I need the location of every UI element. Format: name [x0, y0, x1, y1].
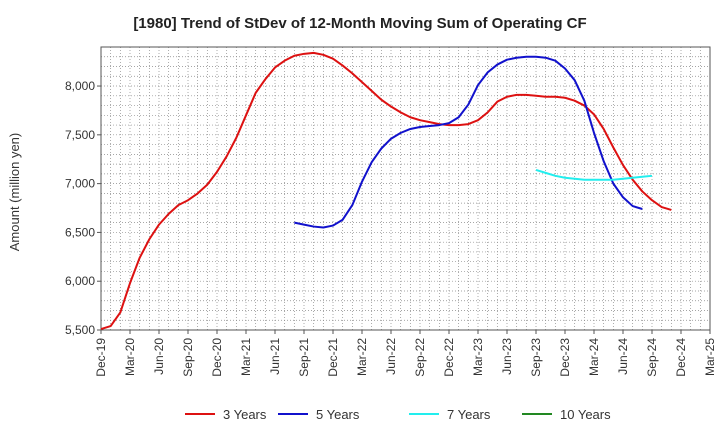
legend-label: 7 Years [447, 407, 491, 422]
legend-label: 3 Years [223, 407, 267, 422]
plot-background [101, 47, 710, 330]
x-tick-label: Dec-20 [210, 338, 224, 377]
y-tick-label: 7,000 [65, 177, 95, 191]
series-line-7-years [535, 169, 653, 181]
legend: 3 Years 5 Years 7 Years 10 Years [185, 407, 611, 422]
x-tick-label: Jun-22 [384, 338, 398, 375]
series-line-5-years [294, 55, 643, 229]
x-tick-label: Mar-22 [355, 338, 369, 376]
x-tick-label: Dec-23 [558, 338, 572, 377]
x-tick-label: Sep-20 [181, 338, 195, 377]
y-tick-label: 5,500 [65, 323, 95, 337]
y-axis-label: Amount (million yen) [7, 133, 22, 252]
x-tick-label: Dec-22 [442, 338, 456, 377]
x-tick-label: Mar-23 [471, 338, 485, 376]
x-tick-label: Mar-20 [123, 338, 137, 376]
plot-area: 5,500 6,000 6,500 7,000 7,500 8,000 Dec-19 Mar-… [65, 46, 717, 377]
x-tick-label: Dec-21 [326, 338, 340, 377]
x-tick-label: Jun-20 [152, 338, 166, 375]
x-tick-label: Sep-23 [529, 338, 543, 377]
y-tick-label: 6,000 [65, 274, 95, 288]
x-tick-label: Jun-21 [268, 338, 282, 375]
x-tick-label: Jun-24 [616, 338, 630, 375]
series-line-3-years [100, 51, 672, 330]
x-tick-label: Sep-22 [413, 338, 427, 377]
x-tick-label: Mar-25 [703, 338, 717, 376]
x-tick-label: Dec-19 [94, 338, 108, 377]
legend-label: 5 Years [316, 407, 360, 422]
y-tick-label: 8,000 [65, 79, 95, 93]
y-tick-label: 6,500 [65, 225, 95, 239]
x-tick-label: Dec-24 [674, 338, 688, 377]
x-tick-label: Sep-21 [297, 338, 311, 377]
x-tick-label: Sep-24 [645, 338, 659, 377]
y-tick-label: 7,500 [65, 128, 95, 142]
x-tick-label: Mar-21 [239, 338, 253, 376]
plot-border [100, 46, 711, 331]
x-tick-label: Mar-24 [587, 338, 601, 376]
chart-title: [1980] Trend of StDev of 12-Month Moving… [133, 15, 586, 32]
legend-label: 10 Years [560, 407, 611, 422]
x-tick-label: Jun-23 [500, 338, 514, 375]
